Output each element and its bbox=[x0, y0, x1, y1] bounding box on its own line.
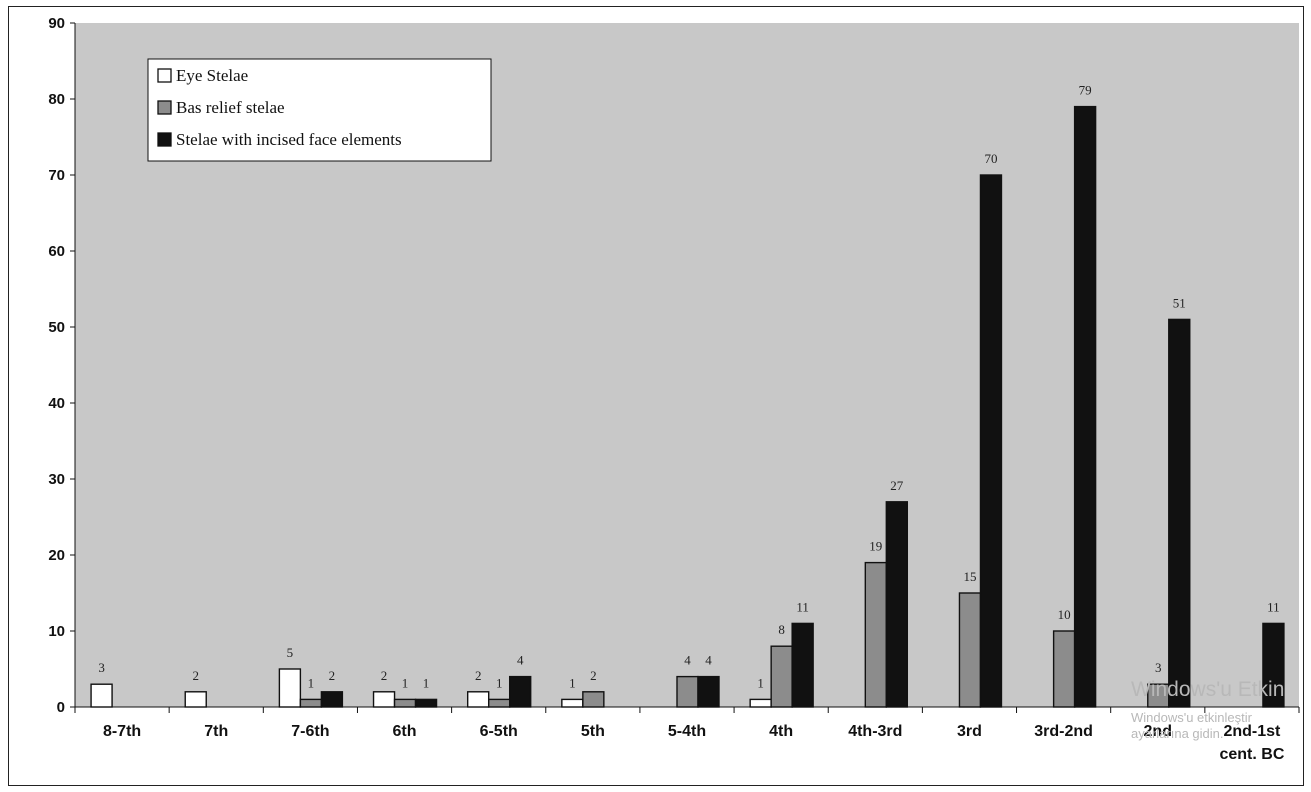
data-label: 2 bbox=[192, 668, 199, 683]
data-label: 1 bbox=[757, 675, 764, 690]
y-tick-label: 10 bbox=[48, 623, 65, 640]
bar-bas-relief bbox=[770, 645, 793, 708]
bar-bas-relief bbox=[1052, 630, 1076, 708]
data-label: 51 bbox=[1173, 295, 1186, 310]
data-label: 27 bbox=[890, 478, 904, 493]
y-tick-label: 70 bbox=[48, 167, 65, 184]
data-label: 2 bbox=[475, 668, 482, 683]
watermark-line: ayarlarına gidin. bbox=[1131, 726, 1224, 741]
bar-eye bbox=[372, 691, 396, 708]
data-label: 2 bbox=[590, 668, 597, 683]
y-tick-label: 30 bbox=[48, 471, 65, 488]
data-label: 8 bbox=[778, 622, 785, 637]
x-tick-label: 3rd-2nd bbox=[1034, 723, 1093, 740]
watermark-title: Windows'u Etkin bbox=[1131, 678, 1284, 701]
x-tick-label: 2nd bbox=[1144, 723, 1172, 740]
watermark-line: Windows'u etkinleştir bbox=[1131, 710, 1253, 725]
bar-eye bbox=[466, 691, 490, 708]
y-tick-label: 50 bbox=[48, 319, 65, 336]
legend-swatch bbox=[157, 68, 172, 83]
data-label: 1 bbox=[569, 675, 576, 690]
bar-eye bbox=[561, 698, 584, 708]
bar-eye bbox=[184, 691, 207, 708]
data-label: 11 bbox=[1267, 599, 1280, 614]
data-label: 1 bbox=[496, 675, 503, 690]
legend-box bbox=[147, 58, 492, 162]
x-tick-label: 4th bbox=[769, 723, 793, 740]
x-tick-label: 7th bbox=[204, 723, 228, 740]
bar-incised bbox=[979, 174, 1003, 708]
legend-label: Stelae with incised face elements bbox=[176, 130, 402, 149]
legend-swatch bbox=[157, 100, 172, 115]
data-label: 70 bbox=[984, 151, 997, 166]
data-label: 1 bbox=[402, 675, 409, 690]
data-label: 1 bbox=[423, 675, 430, 690]
legend-label: Bas relief stelae bbox=[176, 98, 285, 117]
y-tick-label: 80 bbox=[48, 91, 65, 108]
x-tick-label: 7-6th bbox=[291, 723, 329, 740]
data-label: 11 bbox=[796, 599, 809, 614]
chart-frame: 0 10 20 30 40 50 60 70 80 90 8-7th 3 7th 2 7-6th 5 1 2 6th… bbox=[8, 6, 1304, 786]
bar-eye bbox=[749, 698, 772, 708]
bar-bas-relief bbox=[958, 592, 982, 708]
data-label: 1 bbox=[308, 675, 315, 690]
legend-swatch bbox=[157, 132, 172, 147]
y-tick-label: 0 bbox=[57, 699, 65, 716]
bar-incised bbox=[508, 675, 532, 708]
x-tick-label: 2nd-1st bbox=[1223, 723, 1281, 740]
bar-bas-relief bbox=[393, 698, 417, 708]
bar-bas-relief bbox=[487, 698, 511, 708]
bar-incised bbox=[1073, 105, 1097, 708]
data-label: 4 bbox=[517, 653, 524, 668]
y-tick-label: 20 bbox=[48, 547, 65, 564]
data-label: 10 bbox=[1058, 607, 1071, 622]
data-label: 3 bbox=[1155, 660, 1162, 675]
x-tick-label: 5th bbox=[581, 723, 605, 740]
bar-eye bbox=[278, 668, 302, 708]
x-tick-label: 6th bbox=[393, 723, 417, 740]
data-label: 79 bbox=[1079, 83, 1092, 98]
data-label: 2 bbox=[329, 668, 336, 683]
bar-incised bbox=[697, 675, 720, 708]
data-label: 15 bbox=[963, 569, 976, 584]
y-tick-label: 60 bbox=[48, 243, 65, 260]
bar-incised bbox=[320, 691, 344, 708]
data-label: 3 bbox=[98, 660, 105, 675]
bar-bas-relief bbox=[582, 691, 605, 708]
data-label: 4 bbox=[684, 653, 691, 668]
bar-bas-relief bbox=[299, 698, 323, 708]
x-tick-label: 6-5th bbox=[480, 723, 518, 740]
bar-incised bbox=[885, 501, 909, 708]
data-label: 2 bbox=[381, 668, 388, 683]
bar-incised bbox=[1168, 318, 1191, 708]
x-axis-suffix: cent. BC bbox=[1219, 746, 1284, 763]
x-tick-label: 3rd bbox=[957, 723, 982, 740]
legend-label: Eye Stelae bbox=[176, 66, 248, 85]
bar-incised bbox=[414, 698, 438, 708]
data-label: 19 bbox=[869, 539, 882, 554]
x-tick-label: 8-7th bbox=[103, 723, 141, 740]
data-label: 5 bbox=[287, 645, 294, 660]
bar-bas-relief bbox=[676, 675, 699, 708]
data-label: 4 bbox=[705, 653, 712, 668]
x-tick-label: 5-4th bbox=[668, 723, 706, 740]
x-tick-label: 4th-3rd bbox=[848, 723, 902, 740]
stelae-bar-chart: 01020304050607080908-7th37th27-6th5126th… bbox=[48, 15, 1300, 763]
bar-bas-relief bbox=[864, 561, 888, 708]
y-tick-label: 90 bbox=[48, 15, 65, 32]
bar-incised bbox=[1262, 622, 1285, 708]
bar-incised bbox=[791, 622, 814, 708]
bar-eye bbox=[90, 683, 113, 708]
y-tick-label: 40 bbox=[48, 395, 65, 412]
